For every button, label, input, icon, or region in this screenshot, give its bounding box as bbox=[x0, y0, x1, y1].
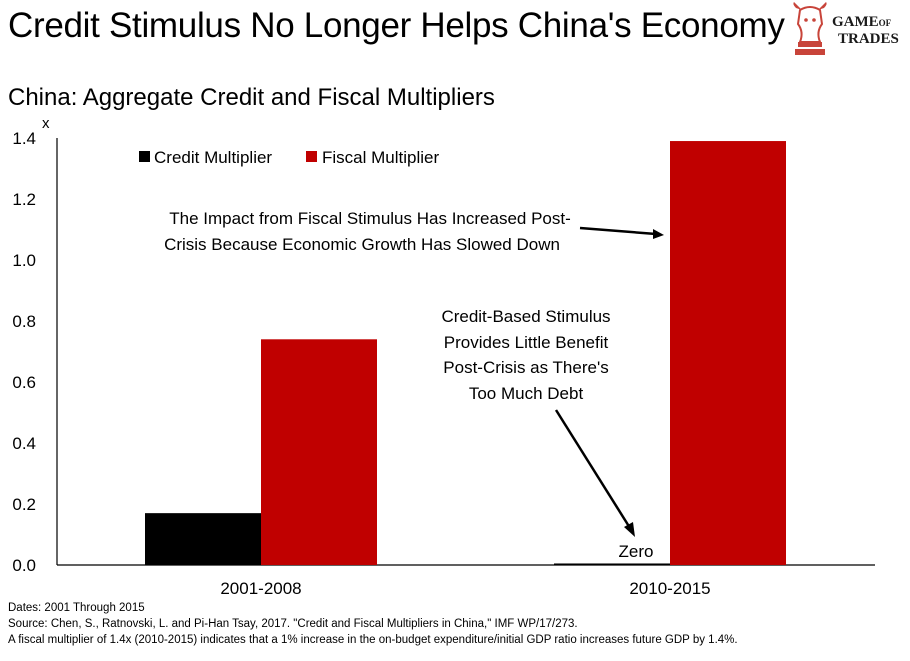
y-tick-label-6: 1.2 bbox=[12, 190, 36, 209]
bar-credit-2001-2008 bbox=[145, 513, 261, 565]
bars-group bbox=[145, 141, 786, 566]
annotation-credit-arrowhead bbox=[624, 522, 635, 537]
x-tick-label-2001-2008: 2001-2008 bbox=[220, 579, 301, 598]
y-tick-label-4: 0.8 bbox=[12, 312, 36, 331]
annotation-fiscal-arrow-line bbox=[579, 226, 657, 236]
y-tick-label-7: 1.4 bbox=[12, 129, 36, 148]
annotation-credit-line-4: Too Much Debt bbox=[469, 384, 584, 403]
bar-fiscal-2010-2015 bbox=[670, 141, 786, 566]
bar-chart: x 0.0 0.2 0.4 0.6 0.8 1.0 1.2 1.4 2001-2008 2010… bbox=[12, 115, 875, 598]
legend-label-fiscal: Fiscal Multiplier bbox=[322, 148, 439, 167]
y-tick-label-0: 0.0 bbox=[12, 556, 36, 575]
bar-fiscal-2001-2008 bbox=[261, 339, 377, 565]
bar-credit-2010-2015 bbox=[554, 563, 670, 565]
logo-word-game: GAME bbox=[832, 14, 879, 30]
logo-wordmark: GAMEOF TRADES bbox=[832, 14, 899, 47]
y-tick-label-5: 1.0 bbox=[12, 251, 36, 270]
chart-subtitle: China: Aggregate Credit and Fiscal Multi… bbox=[8, 84, 495, 111]
annotation-fiscal-arrowhead bbox=[653, 229, 664, 239]
footnote-note: A fiscal multiplier of 1.4x (2010-2015) … bbox=[8, 634, 738, 646]
logo-word-trades: TRADES bbox=[838, 31, 899, 47]
legend: Credit Multiplier Fiscal Multiplier bbox=[139, 148, 439, 167]
game-of-trades-logo: GAMEOF TRADES bbox=[790, 2, 906, 64]
y-axis-ticks: 0.0 0.2 0.4 0.6 0.8 1.0 1.2 1.4 bbox=[12, 129, 36, 575]
annotation-zero-label: Zero bbox=[619, 542, 654, 561]
x-tick-label-2010-2015: 2010-2015 bbox=[629, 579, 710, 598]
footnote-dates: Dates: 2001 Through 2015 bbox=[8, 602, 145, 614]
annotation-fiscal-line-2: Crisis Because Economic Growth Has Slowe… bbox=[164, 235, 560, 254]
legend-label-credit: Credit Multiplier bbox=[154, 148, 272, 167]
x-axis-labels: 2001-2008 2010-2015 bbox=[220, 579, 710, 598]
legend-swatch-fiscal bbox=[306, 151, 317, 162]
annotation-credit-arrow-line bbox=[554, 409, 632, 529]
chart-title-banner: Credit Stimulus No Longer Helps China's … bbox=[8, 6, 785, 45]
annotation-fiscal-line-1: The Impact from Fiscal Stimulus Has Incr… bbox=[169, 209, 571, 228]
footnotes: Dates: 2001 Through 2015 Source: Chen, S… bbox=[8, 600, 738, 648]
annotation-credit-line-3: Post-Crisis as There's bbox=[443, 358, 608, 377]
annotation-credit-line-1: Credit-Based Stimulus bbox=[441, 307, 610, 326]
y-tick-label-1: 0.2 bbox=[12, 495, 36, 514]
y-tick-label-3: 0.6 bbox=[12, 373, 36, 392]
footnote-source: Source: Chen, S., Ratnovski, L. and Pi-H… bbox=[8, 618, 578, 630]
logo-word-of: OF bbox=[878, 18, 892, 28]
annotation-credit-line-2: Provides Little Benefit bbox=[444, 333, 609, 352]
y-axis-unit-label: x bbox=[42, 115, 50, 132]
legend-swatch-credit bbox=[139, 151, 150, 162]
bull-knight-icon bbox=[793, 2, 827, 55]
y-tick-label-2: 0.4 bbox=[12, 434, 36, 453]
